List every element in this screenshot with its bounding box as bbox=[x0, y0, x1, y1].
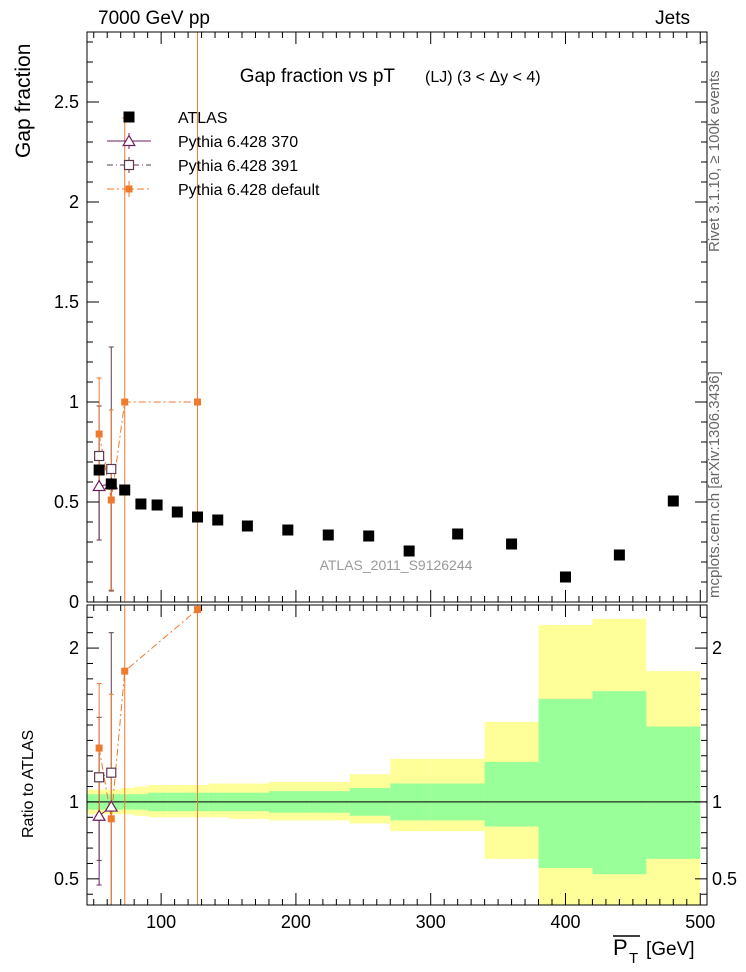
series-ratio-line-2 bbox=[98, 609, 198, 819]
series-point-1 bbox=[94, 450, 105, 462]
y-tick-label: 0 bbox=[69, 592, 79, 612]
axis-ticks bbox=[87, 32, 707, 905]
legend-marker-2 bbox=[125, 185, 133, 193]
atlas-point bbox=[241, 520, 253, 532]
x-axis-label-unit: [GeV] bbox=[646, 939, 695, 960]
x-axis-label-sub: T bbox=[629, 950, 638, 967]
y-tick-label: 1 bbox=[69, 392, 79, 412]
y-tick-label: 0.5 bbox=[54, 492, 79, 512]
chart-title: Gap fraction vs pT bbox=[240, 66, 396, 87]
series-line-2 bbox=[98, 401, 198, 501]
legend-marker-0 bbox=[122, 134, 136, 147]
atlas-point bbox=[282, 524, 294, 536]
ratio-frame bbox=[86, 604, 708, 906]
atlas-point bbox=[363, 530, 375, 542]
x-tick-label: 100 bbox=[146, 912, 176, 932]
atlas-point bbox=[93, 464, 105, 476]
x-tick-label: 200 bbox=[281, 912, 311, 932]
ratio-band-green bbox=[646, 726, 701, 859]
series-point-1 bbox=[106, 463, 117, 475]
header-left: 7000 GeV pp bbox=[98, 8, 210, 29]
series-point-2 bbox=[95, 430, 103, 438]
atlas-point bbox=[403, 545, 415, 557]
series-ratio-point-1 bbox=[106, 767, 117, 778]
atlas-point bbox=[171, 506, 183, 518]
atlas-point bbox=[119, 484, 131, 496]
atlas-point bbox=[192, 511, 204, 523]
series-ratio-point-0 bbox=[92, 809, 107, 821]
ratio-y-tick-label: 2 bbox=[69, 638, 79, 658]
plot-frames bbox=[86, 31, 708, 906]
legend-label: Pythia 6.428 391 bbox=[178, 158, 298, 175]
ratio-uncertainty-bands bbox=[87, 618, 707, 905]
atlas-point bbox=[212, 514, 224, 526]
series-point-0 bbox=[92, 479, 107, 492]
legend-label: Pythia 6.428 default bbox=[178, 182, 320, 199]
x-tick-label: 500 bbox=[685, 912, 715, 932]
axis-labels: 100 200 300 400 500 0 0.5 1 1.5 2 2.5 0.5 0.5 1 1 2 2 bbox=[54, 92, 737, 932]
series-ratio-point-2 bbox=[107, 815, 115, 823]
atlas-point bbox=[151, 499, 163, 511]
series-point-2 bbox=[107, 496, 115, 504]
series-ratio-point-0 bbox=[104, 799, 119, 812]
ratio-y-tick-label-right: 2 bbox=[712, 638, 722, 658]
y-tick-label: 2 bbox=[69, 192, 79, 212]
header-right: Jets bbox=[655, 8, 690, 29]
x-axis-label-main: P bbox=[613, 935, 628, 960]
y-tick-label: 2.5 bbox=[54, 92, 79, 112]
series-ratio-point-2 bbox=[121, 667, 129, 675]
atlas-point bbox=[105, 478, 117, 490]
atlas-point bbox=[559, 571, 571, 583]
series-point-2 bbox=[121, 398, 129, 406]
main-layer bbox=[92, 32, 679, 602]
atlas-point bbox=[506, 538, 518, 550]
y-tick-label: 1.5 bbox=[54, 292, 79, 312]
x-axis-label: P T [GeV] bbox=[613, 935, 695, 967]
chart-title-tag: (LJ) (3 < Δy < 4) bbox=[425, 69, 541, 86]
legend-label: ATLAS bbox=[178, 110, 228, 127]
series-ratio-point-1 bbox=[94, 772, 105, 783]
legend-marker-1 bbox=[123, 159, 135, 171]
legend-label: Pythia 6.428 370 bbox=[178, 134, 298, 151]
atlas-point bbox=[667, 495, 679, 507]
x-tick-label: 400 bbox=[550, 912, 580, 932]
series-point-2 bbox=[194, 398, 202, 406]
legend: ATLAS Pythia 6.428 370 Pythia 6.428 391 Pyt… bbox=[107, 110, 320, 199]
atlas-point bbox=[452, 528, 464, 540]
ratio-y-tick-label-right: 1 bbox=[712, 792, 722, 812]
ratio-y-tick-label: 0.5 bbox=[54, 869, 79, 889]
watermark: ATLAS_2011_S9126244 bbox=[320, 557, 473, 573]
series-ratio-point-2 bbox=[95, 744, 103, 752]
atlas-point bbox=[135, 498, 147, 510]
atlas-point bbox=[613, 549, 625, 561]
ratio-y-tick-label: 1 bbox=[69, 792, 79, 812]
x-tick-label: 300 bbox=[416, 912, 446, 932]
main-frame bbox=[86, 31, 708, 603]
ratio-band-green bbox=[538, 698, 593, 869]
ratio-layer bbox=[92, 605, 202, 905]
ratio-band-green bbox=[592, 691, 647, 875]
series-ratio-point-2 bbox=[194, 606, 202, 614]
legend-marker-atlas bbox=[123, 111, 135, 123]
ratio-y-tick-label-right: 0.5 bbox=[712, 869, 737, 889]
atlas-point bbox=[322, 529, 334, 541]
ratio-band-green bbox=[484, 761, 539, 827]
